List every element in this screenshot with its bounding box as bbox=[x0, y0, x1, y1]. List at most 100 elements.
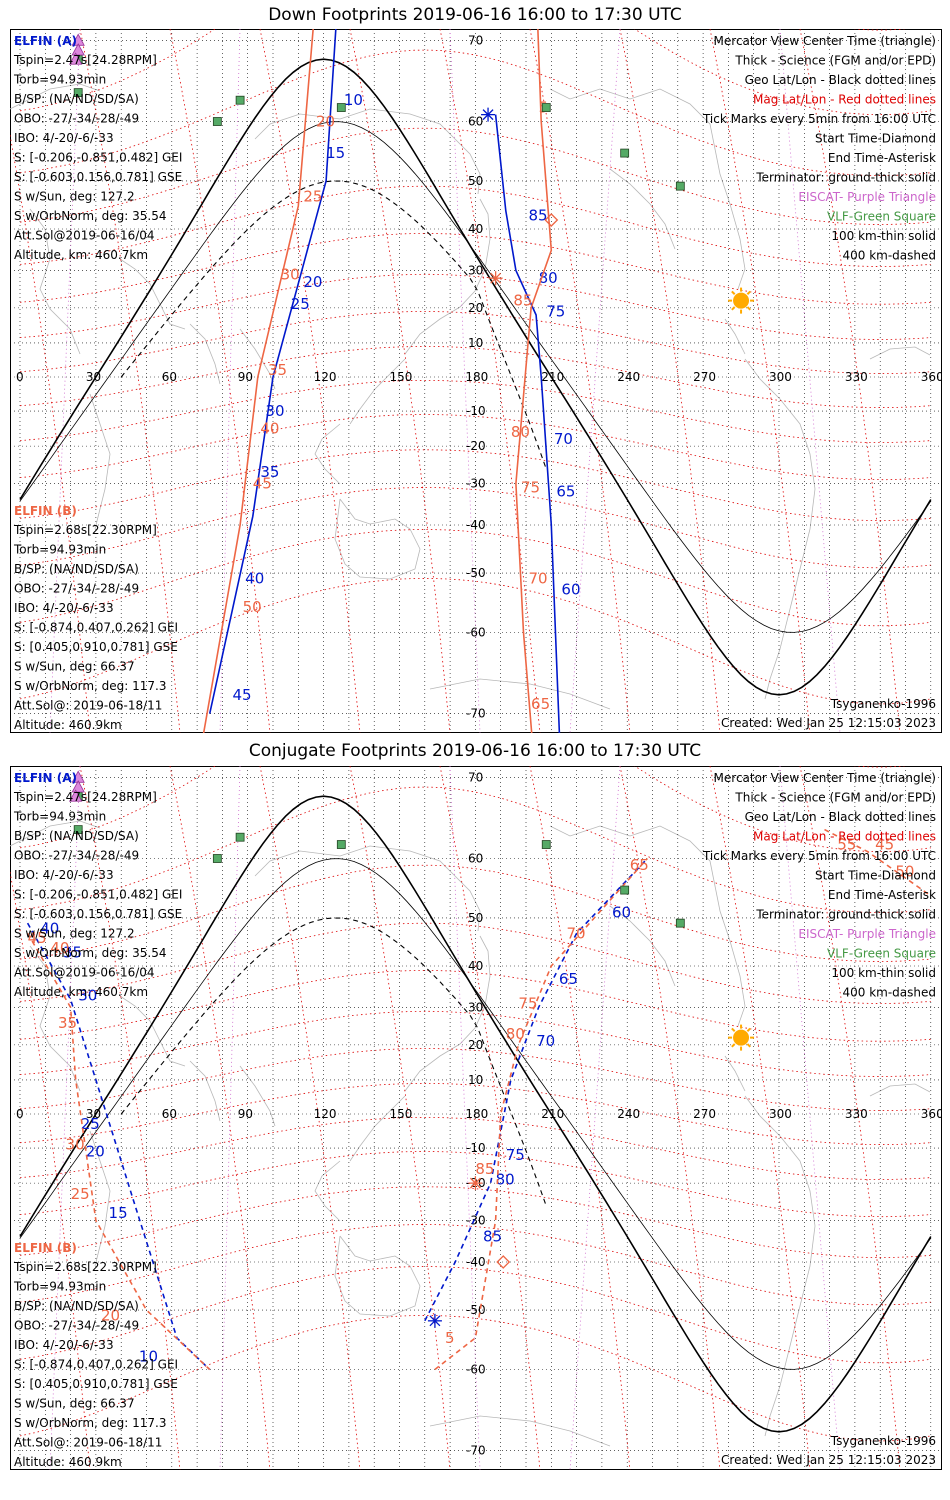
elfin-b-track-2-tick-label: 75 bbox=[518, 995, 537, 1013]
mag-grid bbox=[10, 29, 931, 733]
vlf-station-square bbox=[620, 148, 630, 158]
legend-line: Start Time-Diamond bbox=[815, 132, 936, 146]
lon-tick-label: 0 bbox=[16, 1107, 24, 1121]
elfin-a-track-2-tick-label: 70 bbox=[536, 1032, 555, 1050]
mag-parallel bbox=[19, 922, 931, 1004]
elfin-a-track-tick-label: 40 bbox=[40, 919, 59, 937]
vlf-station-square bbox=[212, 854, 222, 863]
elfin-b-info-line: S w/OrbNorm, deg: 117.3 bbox=[14, 1416, 166, 1430]
purple-meridian bbox=[449, 29, 481, 733]
elfin-a-track-tick-label: 15 bbox=[109, 1204, 128, 1222]
elfin-a-track-2-tick-label: 75 bbox=[546, 302, 565, 320]
elfin-a-info-line: Torb=94.93min bbox=[13, 810, 106, 824]
mag-grid bbox=[10, 766, 931, 1470]
panel-title-down: Down Footprints 2019-06-16 16:00 to 17:3… bbox=[268, 5, 682, 25]
sun-ray bbox=[731, 1043, 736, 1048]
terminator-400km bbox=[120, 917, 547, 1206]
elfin-a-track-2-tick-label: 60 bbox=[561, 580, 580, 598]
asterisk-stroke bbox=[490, 272, 502, 284]
elfin-a-track-2-tick-label: 75 bbox=[506, 1146, 525, 1164]
elfin-b-info-line: Att.Sol@: 2019-06-18/11 bbox=[14, 1436, 162, 1450]
mag-parallel bbox=[19, 786, 931, 914]
coastline bbox=[724, 318, 746, 355]
lat-tick-label: 70 bbox=[468, 33, 483, 47]
end-asterisk bbox=[488, 271, 503, 286]
vlf-station-square bbox=[73, 825, 83, 835]
lon-tick-label: 270 bbox=[693, 370, 716, 384]
lat-tick-label: 50 bbox=[468, 174, 483, 188]
mag-parallel bbox=[19, 1224, 931, 1306]
end-asterisk bbox=[427, 1313, 442, 1328]
sun-ray bbox=[746, 306, 751, 311]
elfin-b-track-2-tick-label: 5 bbox=[445, 1329, 455, 1347]
elfin-a-track-tick-label: 35 bbox=[260, 463, 279, 481]
elfin-b-track-tick-label: 30 bbox=[66, 1136, 85, 1154]
elfin-a-info-line: Tspin=2.47s[24.28RPM] bbox=[13, 53, 157, 67]
elfin-a-track-2-tick-label: 65 bbox=[559, 970, 578, 988]
lat-tick-label: -40 bbox=[466, 518, 486, 532]
elfin-b-track bbox=[202, 29, 314, 733]
vlf-station-square bbox=[336, 103, 346, 112]
legend-line: Terminator: ground-thick solid bbox=[755, 171, 936, 185]
purple-meridian bbox=[219, 29, 241, 733]
elfin-b-info-line: S: [-0.874,0.407,0.262] GEI bbox=[14, 1358, 178, 1372]
start-diamond bbox=[496, 1255, 511, 1269]
elfin-b-info-line: IBO: 4/-20/-6/-33 bbox=[14, 1338, 114, 1352]
terminator-ground bbox=[19, 795, 932, 1433]
mag-parallel bbox=[19, 414, 931, 481]
lon-tick-label: 210 bbox=[541, 370, 564, 384]
elfin-b-info-line: Altitude: 460.9km bbox=[14, 718, 122, 732]
elfin-b-info-line: S: [0.405,0.910,0.781] GSE bbox=[14, 640, 178, 654]
geo-grid bbox=[10, 766, 942, 1470]
lon-tick-label: 300 bbox=[769, 1107, 792, 1121]
coastline bbox=[189, 1060, 221, 1122]
elfin-a-info-line: OBO: -27/-34/-28/-49 bbox=[14, 112, 139, 126]
sun-icon bbox=[728, 287, 755, 314]
elfin-b-track-2-tick-label: 65 bbox=[630, 856, 649, 874]
elfin-b-track-3-tick-label: 45 bbox=[875, 836, 894, 854]
elfin-b-track-tick-label: 25 bbox=[71, 1185, 90, 1203]
coastline bbox=[549, 825, 746, 1027]
legend-line: Tick Marks every 5min from 16:00 UTC bbox=[702, 112, 936, 126]
lon-tick-label: 120 bbox=[314, 1107, 337, 1121]
elfin-b-track-tick-label: 20 bbox=[316, 113, 335, 131]
elfin-b-track-2-tick-label: 65 bbox=[531, 695, 550, 713]
vlf-station-square bbox=[541, 840, 551, 849]
elfin-a-info-line: Att.Sol@2019-06-16/04 bbox=[14, 966, 155, 980]
lat-tick-label: 30 bbox=[468, 263, 483, 277]
elfin-a-track-2-tick-label: 70 bbox=[554, 430, 573, 448]
coastline bbox=[239, 1065, 276, 1127]
elfin-b-track-tick-label: 40 bbox=[50, 939, 69, 957]
elfin-a-info-line: IBO: 4/-20/-6/-33 bbox=[14, 131, 114, 145]
vlf-station-square bbox=[235, 95, 245, 105]
lon-tick-label: 210 bbox=[541, 1107, 564, 1121]
elfin-b-info-line: S: [0.405,0.910,0.781] GSE bbox=[14, 1377, 178, 1391]
elfin-a-info-line: S: [-0.206,-0.851,0.482] GEI bbox=[14, 888, 182, 902]
elfin-b-label: ELFIN (B) bbox=[14, 1241, 77, 1255]
mag-parallel bbox=[19, 311, 931, 375]
elfin-a-info-line: Altitude, km: 460.7km bbox=[14, 985, 148, 999]
elfin-b-track-tick-label: 45 bbox=[253, 475, 272, 493]
lat-tick-label: 30 bbox=[468, 1000, 483, 1014]
lon-tick-label: 30 bbox=[86, 1107, 101, 1121]
coastline bbox=[404, 198, 491, 355]
coastline bbox=[334, 498, 421, 580]
elfin-a-track-2-tick-label: 60 bbox=[612, 904, 631, 922]
sun-ray bbox=[746, 290, 751, 295]
lon-tick-label: 60 bbox=[162, 1107, 177, 1121]
eiscat-triangle bbox=[68, 52, 83, 65]
terminator-100km bbox=[19, 858, 932, 1370]
mag-meridian-purple bbox=[49, 766, 841, 1470]
elfin-a-track-tick-label: 15 bbox=[326, 144, 345, 162]
vlf-station-square bbox=[73, 88, 83, 98]
mag-meridian-purple bbox=[49, 29, 841, 733]
coastline bbox=[429, 1415, 611, 1447]
lat-tick-label: 20 bbox=[468, 1038, 483, 1052]
terminator-400km bbox=[120, 180, 547, 469]
legend-line: 100 km-thin solid bbox=[831, 229, 936, 243]
mag-parallel bbox=[19, 1010, 931, 1077]
elfin-b-track-tick-label: 35 bbox=[268, 361, 287, 379]
legend-line: 100 km-thin solid bbox=[831, 966, 936, 980]
lon-tick-label: 60 bbox=[162, 370, 177, 384]
mag-parallel bbox=[19, 766, 931, 853]
